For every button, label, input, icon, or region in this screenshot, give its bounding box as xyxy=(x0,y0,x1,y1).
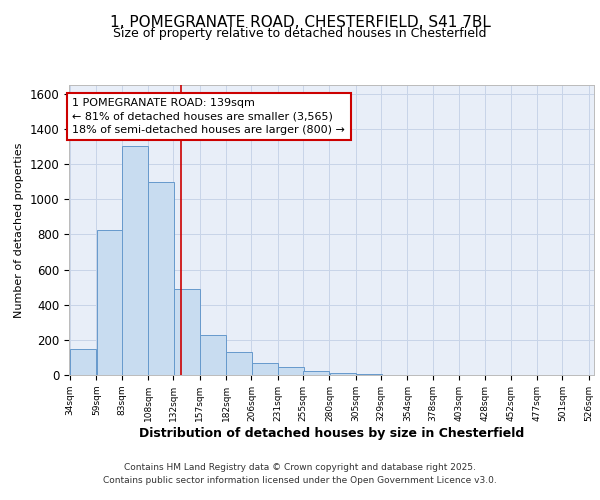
Bar xyxy=(356,374,382,375)
Bar xyxy=(200,334,226,375)
Text: 1 POMEGRANATE ROAD: 139sqm
← 81% of detached houses are smaller (3,565)
18% of s: 1 POMEGRANATE ROAD: 139sqm ← 81% of deta… xyxy=(72,98,345,134)
Bar xyxy=(251,363,278,375)
Bar xyxy=(226,352,252,375)
Bar xyxy=(303,370,329,375)
Bar xyxy=(122,146,148,375)
Text: 1, POMEGRANATE ROAD, CHESTERFIELD, S41 7BL: 1, POMEGRANATE ROAD, CHESTERFIELD, S41 7… xyxy=(110,15,490,30)
Bar xyxy=(97,230,122,375)
Bar xyxy=(329,373,356,375)
Bar xyxy=(278,367,304,375)
Bar xyxy=(148,182,174,375)
Text: Contains public sector information licensed under the Open Government Licence v3: Contains public sector information licen… xyxy=(103,476,497,485)
Text: Contains HM Land Registry data © Crown copyright and database right 2025.: Contains HM Land Registry data © Crown c… xyxy=(124,462,476,471)
Bar xyxy=(173,289,200,375)
Bar xyxy=(70,349,96,375)
X-axis label: Distribution of detached houses by size in Chesterfield: Distribution of detached houses by size … xyxy=(139,426,524,440)
Y-axis label: Number of detached properties: Number of detached properties xyxy=(14,142,24,318)
Text: Size of property relative to detached houses in Chesterfield: Size of property relative to detached ho… xyxy=(113,28,487,40)
